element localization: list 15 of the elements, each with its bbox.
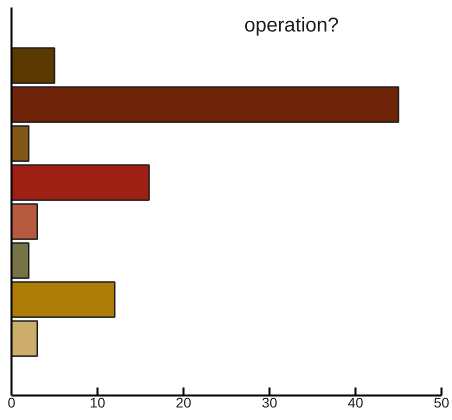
x-tick-label: 10	[90, 394, 106, 410]
bar	[12, 125, 30, 162]
bar	[12, 320, 38, 357]
x-tick-label: 40	[348, 394, 364, 410]
bar	[12, 281, 116, 318]
bar	[12, 86, 400, 123]
x-tick-label: 30	[262, 394, 278, 410]
bar	[12, 203, 38, 240]
bar	[12, 164, 150, 201]
x-tick-label: 0	[8, 394, 16, 410]
x-tick-label: 20	[176, 394, 192, 410]
bar	[12, 242, 30, 279]
x-tick-label: 50	[434, 394, 450, 410]
chart-title: operation?	[244, 14, 339, 36]
bar	[12, 47, 56, 84]
